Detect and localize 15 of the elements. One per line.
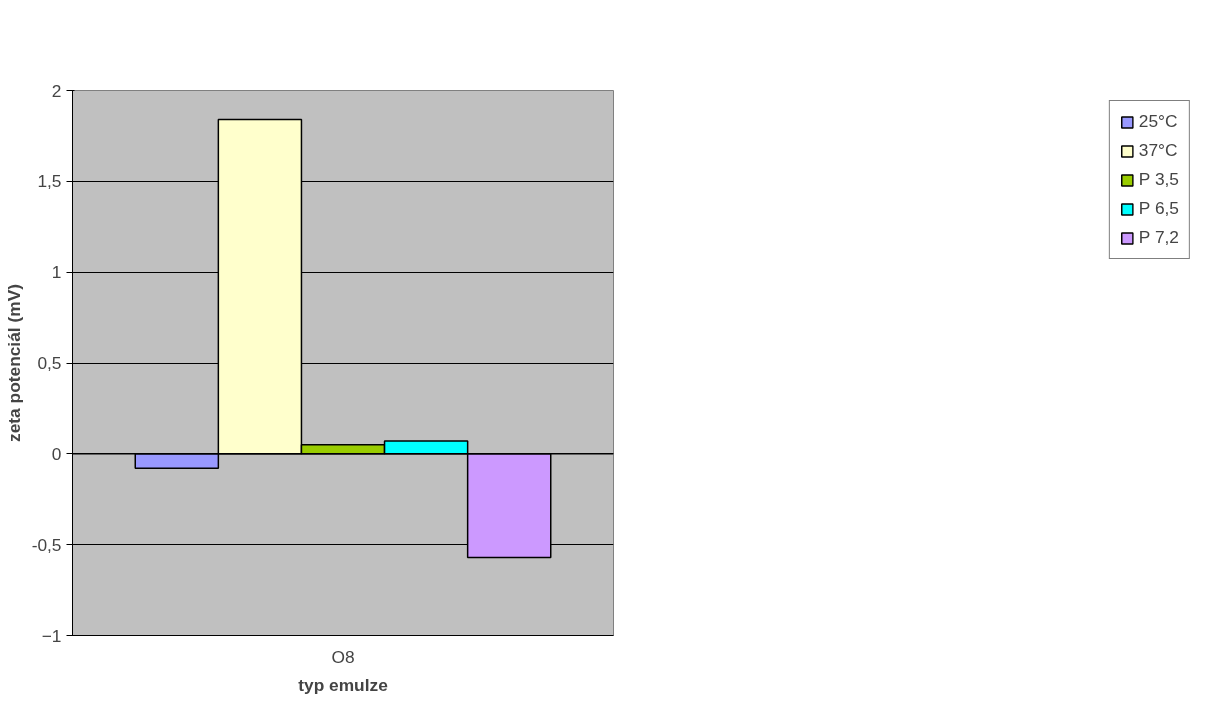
y-tick-label: -0,5 [31, 534, 62, 555]
legend-label: P 6,5 [1138, 198, 1179, 219]
legend-label: P 3,5 [1138, 169, 1179, 190]
x-axis-title: typ emulze [298, 674, 389, 695]
y-tick-label: 1 [51, 262, 62, 283]
y-tick-label: 1,5 [37, 171, 62, 192]
y-tick-label: 0 [51, 443, 62, 464]
x-tick-label: O8 [331, 646, 355, 667]
y-tick-label: 2 [51, 80, 62, 101]
legend-label: 25°C [1138, 111, 1178, 132]
legend-label: 37°C [1138, 140, 1178, 161]
y-tick-label: 0,5 [37, 353, 62, 373]
y-tick-label: −1 [41, 625, 62, 646]
legend-label: P 7,2 [1138, 227, 1179, 248]
y-axis-title: zeta potenciál (mV) [3, 284, 24, 442]
